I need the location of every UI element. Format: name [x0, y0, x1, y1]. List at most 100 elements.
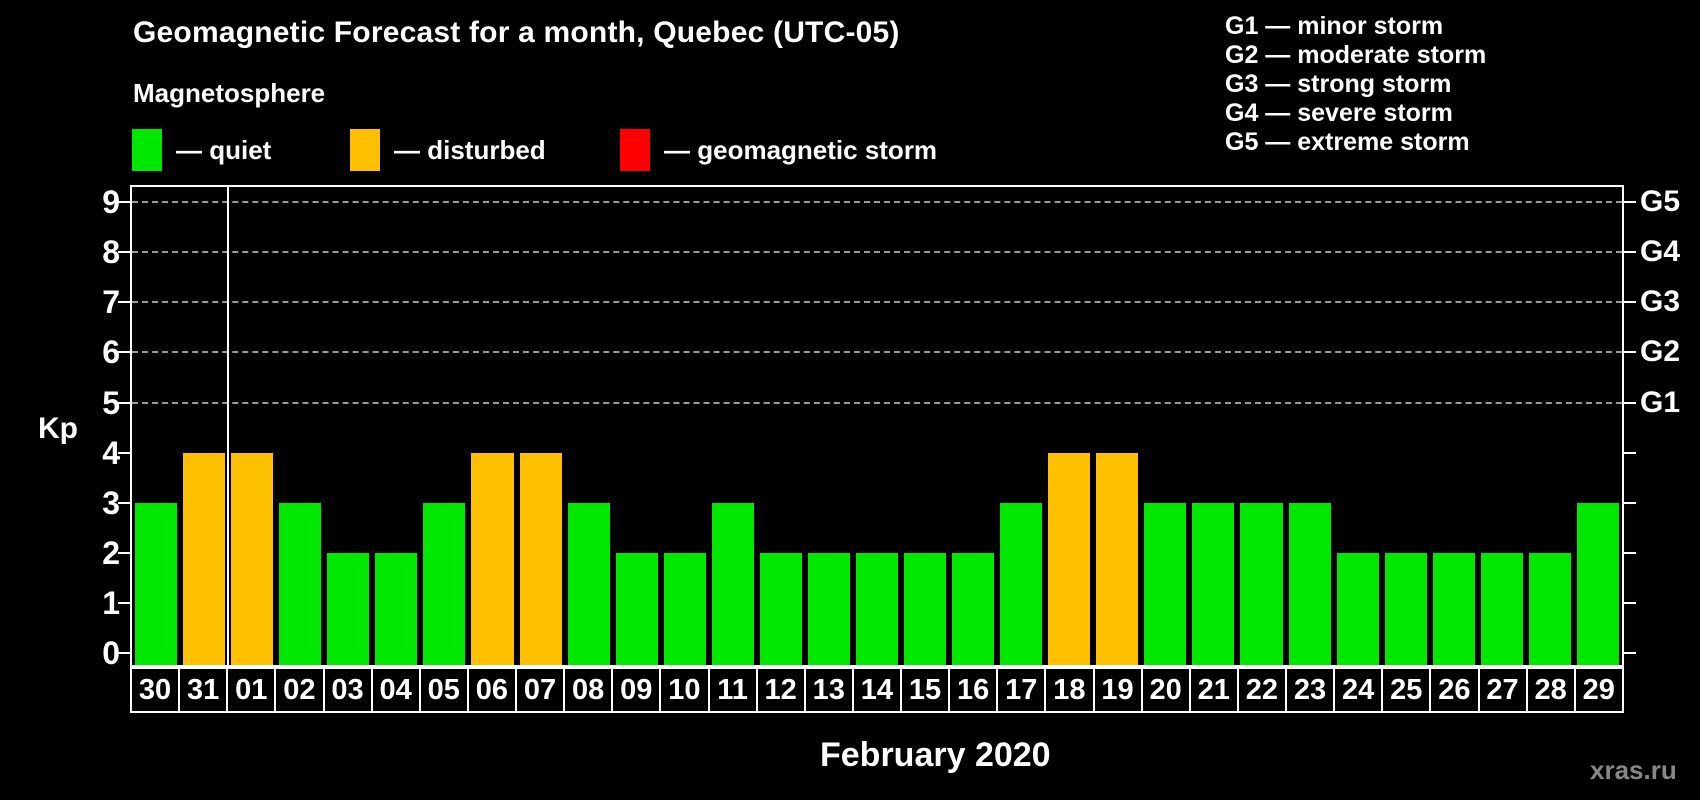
quiet-color-swatch	[132, 129, 162, 171]
g-legend-line-5: G5 — extreme storm	[1225, 128, 1470, 156]
right-tick-kp2	[1624, 551, 1636, 554]
left-tick-kp3	[118, 501, 130, 504]
day-cell-30: 30	[138, 673, 172, 706]
left-tick-kp6	[118, 351, 130, 354]
gridline-kp5	[132, 401, 1622, 404]
legend-item-quiet: — quiet	[132, 126, 271, 174]
day-cell-06: 06	[466, 669, 515, 711]
day-cell-05: 05	[418, 669, 467, 711]
legend-item-disturbed: — disturbed	[350, 126, 546, 174]
kp-bar-day-13	[807, 552, 850, 665]
kp-bar-day-08	[567, 502, 610, 665]
day-cell-15: 15	[900, 669, 948, 711]
kp-bar-day-12	[759, 552, 802, 665]
day-cell-08: 08	[563, 669, 611, 711]
day-cell-17: 17	[996, 669, 1044, 711]
left-tick-kp7	[118, 301, 130, 304]
x-axis-title: February 2020	[820, 736, 1051, 774]
day-cell-11: 11	[707, 669, 756, 711]
kp-bar-day-09	[615, 552, 658, 665]
day-cell-01: 01	[226, 669, 274, 711]
page-title: Geomagnetic Forecast for a month, Quebec…	[133, 16, 900, 49]
kp-bar-day-15	[904, 552, 947, 665]
y-tick-label-7: 7	[102, 284, 120, 321]
kp-bar-day-03	[327, 552, 370, 665]
kp-bar-day-06	[471, 452, 514, 665]
kp-bar-day-16	[952, 552, 995, 665]
gridline-kp7	[132, 301, 1622, 304]
right-tick-kp4	[1624, 451, 1636, 454]
day-cell-12: 12	[755, 669, 804, 711]
gridline-kp8	[132, 251, 1622, 254]
day-cell-18: 18	[1044, 669, 1092, 711]
legend-label-quiet: — quiet	[176, 134, 272, 165]
kp-bar-day-04	[375, 552, 418, 665]
kp-bar-day-28	[1528, 552, 1571, 665]
y-tick-label-1: 1	[102, 584, 120, 621]
left-tick-kp4	[118, 451, 130, 454]
day-cell-25: 25	[1381, 669, 1429, 711]
g-legend-line-2: G2 — moderate storm	[1225, 41, 1487, 69]
right-tick-kp9	[1624, 201, 1636, 204]
y-tick-label-0: 0	[102, 635, 120, 671]
month-boundary-line	[227, 187, 230, 665]
day-cell-13: 13	[803, 669, 852, 711]
disturbed-color-swatch	[350, 129, 380, 171]
chart-subtitle: Magnetosphere	[133, 78, 326, 108]
kp-bar-day-21	[1192, 502, 1235, 665]
day-cell-02: 02	[274, 669, 322, 711]
plot-area	[130, 185, 1624, 667]
gridline-kp9	[132, 201, 1622, 204]
day-cell-09: 09	[611, 669, 659, 711]
g-axis-label-g3: G3	[1640, 285, 1681, 319]
legend-label-storm: — geomagnetic storm	[664, 134, 938, 165]
right-tick-kp7	[1624, 301, 1636, 304]
kp-bar-day-23	[1288, 502, 1331, 665]
right-tick-kp3	[1624, 501, 1636, 504]
day-cell-28: 28	[1525, 669, 1574, 711]
day-cell-22: 22	[1236, 669, 1285, 711]
kp-bar-day-02	[279, 502, 322, 665]
watermark: xras.ru	[1590, 755, 1677, 785]
kp-bar-day-29	[1576, 502, 1619, 665]
gridline-kp6	[132, 351, 1622, 354]
right-tick-kp0	[1624, 652, 1636, 654]
y-tick-label-2: 2	[102, 534, 120, 571]
kp-bar-day-31	[183, 452, 226, 665]
y-tick-label-5: 5	[102, 384, 120, 421]
right-tick-kp6	[1624, 351, 1636, 354]
right-tick-kp8	[1624, 251, 1636, 254]
y-tick-label-3: 3	[102, 484, 120, 521]
day-cell-04: 04	[370, 669, 419, 711]
kp-bar-day-19	[1096, 452, 1139, 665]
y-tick-label-4: 4	[102, 434, 120, 471]
day-cell-27: 27	[1477, 669, 1526, 711]
day-cell-24: 24	[1333, 669, 1381, 711]
kp-bar-day-24	[1336, 552, 1379, 665]
kp-bar-day-05	[423, 502, 466, 665]
right-tick-kp1	[1624, 601, 1636, 604]
x-axis-day-labels: 30 31 01 02 03 04 05 06 07 08 09 10 11 12 13 14 15 16 17 18…	[130, 667, 1624, 713]
legend-item-storm: — geomagnetic storm	[620, 126, 937, 174]
kp-bar-day-26	[1432, 552, 1475, 665]
day-cell-16: 16	[948, 669, 996, 711]
kp-bar-day-01	[231, 452, 274, 665]
left-tick-kp9	[118, 201, 130, 204]
left-tick-kp5	[118, 401, 130, 404]
kp-bar-day-20	[1144, 502, 1187, 665]
kp-bar-day-18	[1048, 452, 1091, 665]
right-tick-kp5	[1624, 401, 1636, 404]
kp-bar-day-14	[855, 552, 899, 665]
kp-bar-day-22	[1240, 502, 1283, 665]
y-axis-label: Kp	[38, 412, 78, 445]
g-axis-label-g5: G5	[1640, 185, 1681, 219]
day-cell-23: 23	[1285, 669, 1333, 711]
kp-bar-day-17	[1000, 502, 1043, 665]
g-axis-label-g4: G4	[1640, 235, 1681, 269]
left-tick-kp0	[118, 652, 130, 654]
kp-bar-day-11	[711, 502, 754, 665]
kp-bar-day-10	[663, 552, 706, 665]
g-scale-legend: G1 — minor storm G2 — moderate storm G3 — …	[1225, 12, 1486, 157]
day-cell-31: 31	[178, 669, 226, 711]
